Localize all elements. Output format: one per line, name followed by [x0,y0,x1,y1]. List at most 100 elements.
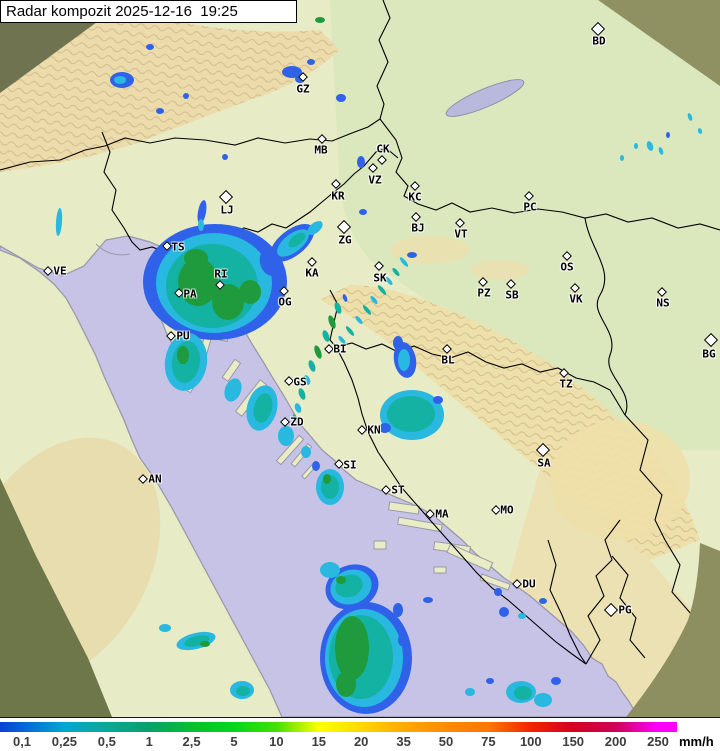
echo-c [224,378,242,402]
station-pu-diamond-icon [166,331,176,341]
venice-lagoon [95,243,131,256]
station-mb-label: MB [314,143,328,157]
echo-g [314,345,322,359]
echo-c [385,276,393,286]
lake-balaton [445,79,525,117]
station-zg-label: ZG [338,233,352,247]
station-ns-label: NS [656,296,670,310]
echo-b [494,588,502,596]
echo-b [423,597,433,603]
title-text: Radar kompozit 2025-12-16 19:25 [6,3,238,20]
station-bl-diamond-icon [442,344,452,354]
station-pz-diamond-icon [478,277,488,287]
station-sa-diamond-icon [535,442,551,458]
legend-tick-200: 200 [604,734,627,749]
echo-t [253,393,273,423]
range-edge-bottom-left [0,478,112,717]
station-bd-label: BD [592,34,606,48]
echo-b [393,603,403,617]
echo-c [399,257,409,267]
echo-b [433,396,443,404]
station-bg-diamond-icon [703,332,719,348]
echo-c [301,446,311,458]
station-kr-diamond-icon [331,179,341,189]
station-ve-label: VE [53,264,67,278]
echo-g [239,280,261,304]
station-bj-diamond-icon [411,212,421,222]
station-ns-diamond-icon [657,287,667,297]
echo-b [398,634,406,646]
legend-tick-0_5: 0,5 [97,734,116,749]
station-pg-label: PG [618,603,632,617]
echo-c [687,113,693,121]
station-ve-diamond-icon [43,266,53,276]
echo-c [634,143,638,149]
echo-c [55,208,63,236]
station-zg-diamond-icon [336,219,352,235]
echo-b [666,132,670,138]
legend-tick-75: 75 [481,734,496,749]
station-an-label: AN [148,472,162,486]
station-sk-diamond-icon [374,261,384,271]
plains-zone [330,0,720,450]
echo-g [328,315,336,329]
station-du-label: DU [522,577,536,591]
station-ka-label: KA [305,266,319,280]
echo-g [212,284,244,320]
station-pg-diamond-icon [603,602,619,618]
station-st-label: ST [391,483,405,497]
echo-b [312,461,320,471]
echo-b [357,156,365,168]
echo-b [393,336,403,350]
station-vk-label: VK [569,292,583,306]
echo-b [146,44,154,50]
legend-tick-5: 5 [230,734,238,749]
echo-g [335,616,369,680]
station-sk-label: SK [373,271,387,285]
echo-g [323,474,331,484]
station-og-label: OG [278,295,292,309]
station-mo-label: MO [500,503,514,517]
echo-c [534,693,552,707]
legend-tick-250: 250 [647,734,669,749]
station-pc-diamond-icon [524,191,534,201]
echo-c [646,141,654,151]
legend-tick-0_25: 0,25 [51,734,78,749]
station-du-diamond-icon [512,579,522,589]
echo-b [551,677,561,685]
legend-tick-1: 1 [145,734,153,749]
echo-b [336,94,346,102]
station-bj-label: BJ [411,221,425,235]
legend-unit: mm/h [679,734,714,749]
echo-t [387,396,435,432]
echo-b [359,209,367,215]
station-ck-diamond-icon [377,155,387,165]
station-vk-diamond-icon [570,283,580,293]
station-pa-label: PA [183,287,197,301]
echo-b [183,93,189,99]
echo-b [197,200,207,224]
station-gz-diamond-icon [298,72,308,82]
legend-color-bar [0,722,677,732]
station-ck-label: CK [376,142,390,156]
hills-east-bosnia [550,420,690,540]
echo-c [518,613,526,619]
echo-c [398,349,410,371]
station-sb-diamond-icon [506,279,516,289]
echo-t [514,686,532,700]
echo-g [336,576,346,584]
echo-t [345,326,355,336]
title-bar: Radar kompozit 2025-12-16 19:25 [0,0,297,23]
echo-c [658,147,664,155]
legend-tick-15: 15 [311,734,327,749]
station-ri-diamond-icon [215,280,225,290]
station-ka-diamond-icon [307,257,317,267]
station-bi-label: BI [333,342,347,356]
echo-b [259,248,281,276]
echo-t [377,285,387,295]
station-os-label: OS [560,260,574,274]
echo-g [315,17,325,23]
range-edge-top-right [598,0,720,86]
precipitation-echoes [55,17,703,714]
